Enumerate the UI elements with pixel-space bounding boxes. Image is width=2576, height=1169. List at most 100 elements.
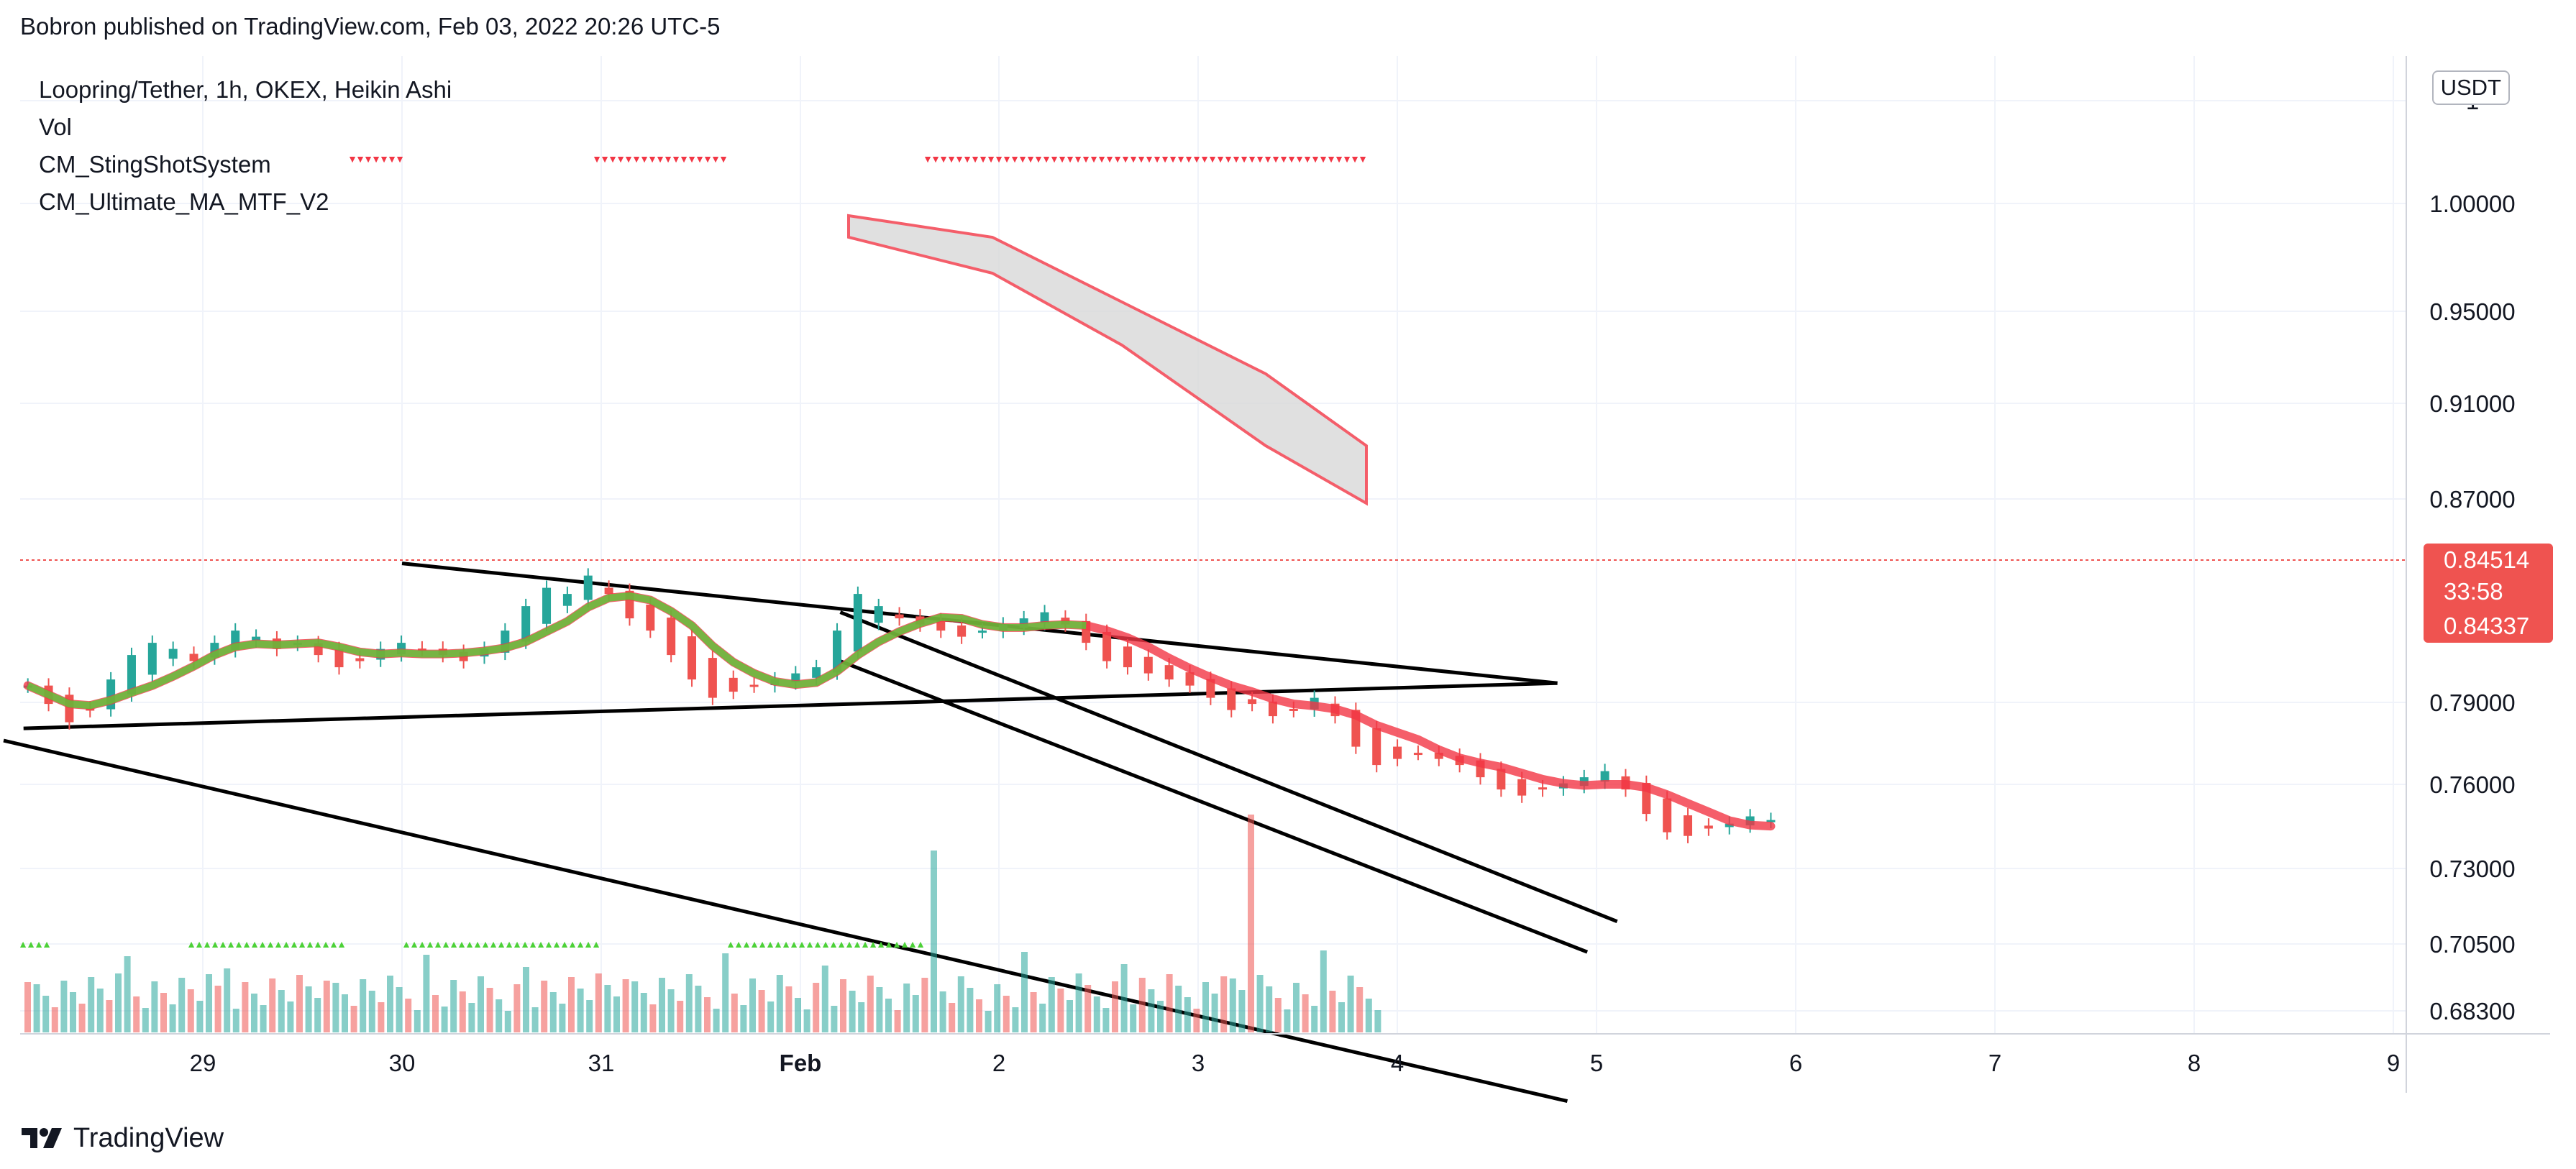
volume-bar bbox=[214, 986, 221, 1032]
volume-bar bbox=[124, 956, 131, 1032]
volume-bar bbox=[758, 990, 765, 1032]
volume-bar bbox=[659, 978, 665, 1032]
stingshot-marker: ▼ bbox=[1049, 153, 1059, 165]
candle-body bbox=[874, 606, 883, 623]
stingshot-marker: ▼ bbox=[931, 153, 941, 165]
last-price-value: 0.84514 bbox=[2444, 546, 2530, 573]
volume-bar bbox=[1284, 1009, 1291, 1032]
publisher-header: Bobron published on TradingView.com, Feb… bbox=[20, 13, 721, 40]
stingshot-marker: ▲ bbox=[257, 938, 268, 950]
volume-bar bbox=[187, 989, 194, 1032]
candle-body bbox=[1684, 815, 1693, 836]
volume-bar bbox=[196, 1001, 204, 1032]
stingshot-marker: ▲ bbox=[741, 938, 752, 950]
volume-bar bbox=[640, 993, 647, 1032]
candle-body bbox=[1248, 699, 1257, 705]
volume-bar bbox=[251, 994, 257, 1032]
volume-bar bbox=[894, 1010, 901, 1032]
stingshot-marker: ▼ bbox=[1113, 153, 1123, 165]
volume-bar bbox=[586, 1000, 593, 1032]
volume-bar bbox=[903, 984, 910, 1032]
stingshot-marker: ▲ bbox=[289, 938, 299, 950]
volume-bar bbox=[803, 1009, 810, 1032]
stingshot-marker: ▲ bbox=[496, 938, 506, 950]
footer-brand-name: TradingView bbox=[73, 1122, 224, 1153]
volume-bar bbox=[713, 1009, 720, 1032]
candle-body bbox=[1040, 612, 1049, 623]
volume-bar bbox=[1112, 981, 1118, 1032]
stingshot-marker: ▲ bbox=[265, 938, 275, 950]
stingshot-marker: ▼ bbox=[600, 153, 610, 165]
volume-bar bbox=[42, 996, 50, 1032]
candle-body bbox=[1123, 646, 1132, 668]
stingshot-marker: ▲ bbox=[559, 938, 570, 950]
stingshot-marker: ▼ bbox=[718, 153, 729, 165]
stingshot-marker: ▲ bbox=[26, 938, 36, 950]
volume-bar bbox=[613, 996, 620, 1032]
candle-body bbox=[957, 625, 967, 637]
stingshot-markers: ▼▼▼▼▼▼▼ ▼▼▼▼▼▼▼▼▼▼▼▼▼▼▼▼▼ ▼▼▼▼▼▼▼▼▼▼▼▼▼▼▼▼… bbox=[18, 153, 1368, 950]
candle-body bbox=[1372, 728, 1381, 766]
volume-bar bbox=[731, 994, 738, 1032]
candle-body bbox=[688, 636, 697, 680]
stingshot-marker: ▼ bbox=[1073, 153, 1083, 165]
volume-bar bbox=[1093, 996, 1100, 1032]
stingshot-marker: ▼ bbox=[1247, 153, 1257, 165]
volume-bar bbox=[106, 1000, 113, 1032]
tradingview-logo-icon bbox=[22, 1128, 62, 1148]
stingshot-marker: ▼ bbox=[1318, 153, 1328, 165]
volume-bar bbox=[1166, 974, 1173, 1032]
candle-body bbox=[708, 658, 717, 698]
candle-body bbox=[729, 677, 738, 692]
currency-badge[interactable]: USDT bbox=[2431, 70, 2510, 105]
footer-brand[interactable]: TradingView bbox=[20, 1120, 224, 1156]
volume-bar bbox=[876, 987, 883, 1032]
trendline bbox=[839, 659, 1589, 954]
volume-bar bbox=[677, 1001, 684, 1032]
candle-body bbox=[936, 620, 946, 631]
bar-countdown: 33:58 bbox=[2444, 578, 2503, 605]
volume-bar bbox=[396, 987, 403, 1032]
volume-bar bbox=[722, 953, 729, 1032]
stingshot-marker: ▼ bbox=[1207, 153, 1218, 165]
stingshot-marker: ▲ bbox=[488, 938, 498, 950]
candle-body bbox=[189, 654, 198, 661]
volume-bar bbox=[631, 981, 639, 1032]
stingshot-marker: ▼ bbox=[1081, 153, 1091, 165]
volume-bar bbox=[432, 995, 439, 1032]
volume-bar bbox=[269, 978, 276, 1032]
stingshot-marker: ▲ bbox=[852, 938, 862, 950]
candle-body bbox=[168, 648, 178, 659]
volume-bar bbox=[849, 991, 856, 1032]
stingshot-marker: ▲ bbox=[900, 938, 910, 950]
candle-body bbox=[1434, 753, 1443, 759]
volume-bar bbox=[604, 985, 611, 1032]
volume-bar bbox=[767, 1001, 775, 1032]
volume-bar bbox=[151, 981, 158, 1032]
volume-bar bbox=[1120, 964, 1128, 1032]
stingshot-marker: ▼ bbox=[970, 153, 980, 165]
candle-body bbox=[1268, 701, 1277, 717]
stingshot-marker: ▼ bbox=[1326, 153, 1336, 165]
volume-bar bbox=[795, 998, 801, 1032]
volume-bar bbox=[504, 1011, 511, 1032]
volume-bar bbox=[921, 978, 928, 1032]
stingshot-marker: ▲ bbox=[417, 938, 427, 950]
volume-bar bbox=[133, 996, 140, 1032]
stingshot-marker: ▲ bbox=[242, 938, 252, 950]
time-tick-label: 4 bbox=[1391, 1050, 1404, 1076]
volume-bar bbox=[1238, 990, 1246, 1032]
volume-bar bbox=[1021, 952, 1028, 1032]
volume-bar bbox=[51, 1007, 58, 1032]
stingshot-marker: ▲ bbox=[536, 938, 546, 950]
volume-bar bbox=[949, 1003, 956, 1032]
stingshot-marker: ▲ bbox=[868, 938, 878, 950]
volume-bar bbox=[414, 1010, 421, 1032]
stingshot-marker: ▼ bbox=[655, 153, 665, 165]
stingshot-marker: ▲ bbox=[520, 938, 530, 950]
stingshot-marker: ▼ bbox=[1279, 153, 1289, 165]
time-tick-label: 9 bbox=[2387, 1050, 2400, 1076]
trendline bbox=[23, 681, 1558, 730]
stingshot-marker: ▲ bbox=[567, 938, 577, 950]
